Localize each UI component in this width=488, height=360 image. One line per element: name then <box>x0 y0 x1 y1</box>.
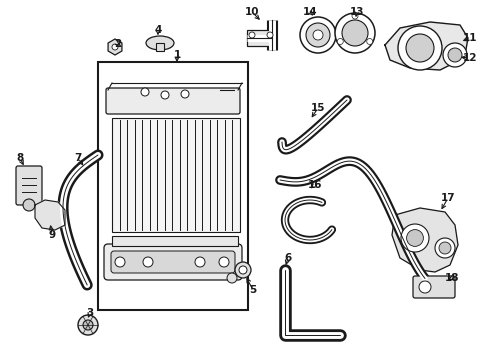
Circle shape <box>337 39 343 45</box>
Bar <box>112 236 238 246</box>
Circle shape <box>83 320 93 330</box>
Text: 6: 6 <box>284 253 291 263</box>
Circle shape <box>438 242 450 254</box>
Circle shape <box>142 257 153 267</box>
Circle shape <box>23 199 35 211</box>
FancyBboxPatch shape <box>104 244 242 280</box>
Circle shape <box>406 230 423 246</box>
FancyBboxPatch shape <box>16 166 42 205</box>
Text: 18: 18 <box>444 273 458 283</box>
Circle shape <box>312 30 323 40</box>
FancyBboxPatch shape <box>106 88 240 114</box>
Bar <box>112 118 240 232</box>
Text: 13: 13 <box>349 7 364 17</box>
Circle shape <box>447 48 461 62</box>
Bar <box>98 62 247 310</box>
Text: 4: 4 <box>154 25 162 35</box>
Text: 9: 9 <box>48 230 56 240</box>
Text: 11: 11 <box>462 33 476 43</box>
Circle shape <box>78 315 98 335</box>
FancyBboxPatch shape <box>412 276 454 298</box>
Circle shape <box>299 17 335 53</box>
Circle shape <box>248 32 254 38</box>
Text: 12: 12 <box>462 53 476 63</box>
Text: 17: 17 <box>440 193 454 203</box>
Circle shape <box>434 238 454 258</box>
Circle shape <box>334 13 374 53</box>
Text: 16: 16 <box>307 180 322 190</box>
Polygon shape <box>35 200 65 230</box>
FancyBboxPatch shape <box>111 251 235 273</box>
Text: 8: 8 <box>16 153 23 163</box>
Circle shape <box>141 88 149 96</box>
Text: 10: 10 <box>244 7 259 17</box>
Circle shape <box>239 266 246 274</box>
Circle shape <box>112 44 118 50</box>
Text: 15: 15 <box>310 103 325 113</box>
Text: 2: 2 <box>114 39 122 49</box>
Polygon shape <box>391 208 457 272</box>
Polygon shape <box>384 22 467 70</box>
Circle shape <box>115 257 125 267</box>
Text: 7: 7 <box>74 153 81 163</box>
Circle shape <box>195 257 204 267</box>
Bar <box>246 30 274 46</box>
Circle shape <box>405 34 433 62</box>
Circle shape <box>442 43 466 67</box>
Circle shape <box>219 257 228 267</box>
Circle shape <box>397 26 441 70</box>
Circle shape <box>226 273 237 283</box>
Circle shape <box>418 281 430 293</box>
Circle shape <box>305 23 329 47</box>
Bar <box>156 43 163 51</box>
Circle shape <box>161 91 169 99</box>
Circle shape <box>181 90 189 98</box>
Circle shape <box>400 224 428 252</box>
Text: 5: 5 <box>249 285 256 295</box>
Circle shape <box>235 262 250 278</box>
Text: 14: 14 <box>302 7 317 17</box>
Text: 3: 3 <box>86 308 93 318</box>
Ellipse shape <box>146 36 174 50</box>
Circle shape <box>341 20 367 46</box>
Text: 1: 1 <box>173 50 180 60</box>
Circle shape <box>351 13 357 19</box>
Circle shape <box>266 32 272 38</box>
Circle shape <box>366 39 372 45</box>
